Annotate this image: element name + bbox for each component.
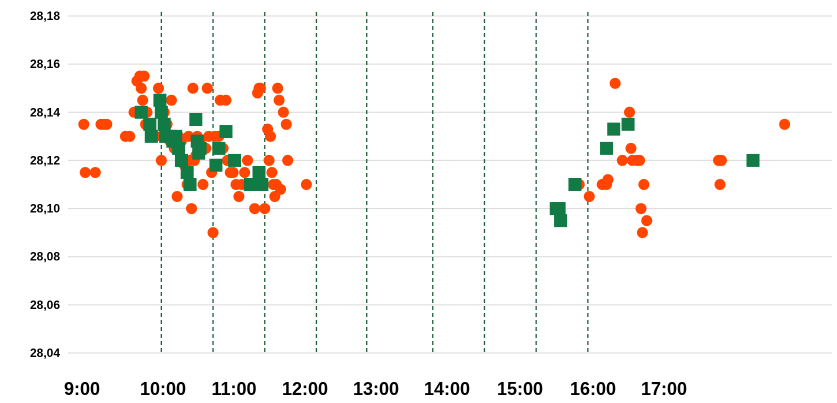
circle-marker	[624, 106, 636, 118]
x-tick-label: 14:00	[424, 379, 470, 399]
square-marker	[607, 122, 621, 136]
circle-marker	[137, 94, 149, 106]
square-marker	[144, 129, 158, 143]
x-tick-label: 13:00	[353, 379, 399, 399]
square-marker	[134, 105, 148, 119]
circle-marker	[638, 179, 650, 190]
circle-marker	[266, 166, 278, 178]
circle-marker	[609, 77, 621, 89]
circle-marker	[715, 154, 727, 166]
y-axis-ticks: 28,04 28,06 28,08 28,10 28,12 28,14 28,16 28,18	[30, 9, 60, 360]
circle-marker	[138, 70, 150, 82]
y-tick-label: 28,10	[30, 202, 60, 216]
data-points	[78, 70, 791, 239]
y-tick-label: 28,06	[30, 298, 60, 312]
y-tick-label: 28,14	[30, 105, 60, 119]
circle-marker	[187, 82, 199, 94]
circle-marker	[249, 203, 261, 215]
square-marker	[143, 117, 157, 131]
circle-marker	[89, 166, 101, 178]
circle-marker	[227, 166, 239, 178]
square-marker	[183, 178, 197, 191]
circle-marker	[155, 154, 167, 166]
circle-marker	[273, 94, 285, 106]
circle-marker	[165, 94, 177, 106]
circle-marker	[207, 227, 219, 239]
square-marker	[228, 153, 242, 167]
circle-marker	[233, 191, 245, 203]
x-tick-label: 12:00	[282, 379, 328, 399]
square-marker	[209, 158, 223, 172]
square-marker	[180, 165, 194, 179]
square-marker	[552, 202, 566, 216]
circle-marker	[186, 203, 198, 215]
x-tick-label: 17:00	[641, 379, 687, 399]
square-marker	[169, 129, 183, 143]
y-tick-label: 28,04	[30, 346, 60, 360]
circle-marker	[259, 203, 271, 215]
x-tick-label: 15:00	[497, 379, 543, 399]
y-tick-label: 28,16	[30, 57, 60, 71]
circle-marker	[78, 118, 90, 130]
square-marker	[243, 178, 257, 191]
circle-marker	[714, 179, 726, 190]
circle-marker	[634, 154, 646, 166]
circle-marker	[197, 179, 209, 190]
square-marker	[154, 105, 168, 119]
square-marker	[621, 117, 635, 131]
x-axis-ticks: 9:00 10:00 11:00 12:00 13:00 14:00 15:00 16:00 1…	[64, 379, 687, 399]
circle-marker	[616, 154, 628, 166]
square-marker	[172, 141, 186, 155]
circle-marker	[254, 82, 266, 94]
circle-marker	[635, 203, 647, 215]
square-marker	[212, 141, 226, 155]
circle-marker	[300, 179, 312, 190]
circle-marker	[272, 82, 284, 94]
y-tick-label: 28,08	[30, 250, 60, 264]
circle-marker	[101, 118, 113, 130]
square-marker	[568, 178, 582, 191]
circle-marker	[220, 94, 232, 106]
circle-marker	[264, 130, 276, 142]
circle-marker	[275, 183, 287, 195]
circle-marker	[135, 82, 147, 94]
circle-marker	[201, 82, 213, 94]
circle-marker	[171, 191, 183, 203]
circle-marker	[277, 106, 289, 118]
x-tick-label: 11:00	[211, 379, 256, 399]
circle-marker	[152, 82, 164, 94]
circle-marker	[242, 154, 254, 166]
square-marker	[746, 153, 760, 167]
square-marker	[600, 141, 614, 155]
circle-marker	[280, 118, 292, 130]
circle-marker	[79, 166, 91, 178]
y-tick-label: 28,18	[30, 9, 60, 23]
square-marker	[157, 117, 171, 131]
circle-marker	[239, 166, 251, 178]
square-marker	[153, 93, 167, 107]
circle-marker	[636, 227, 648, 239]
circle-marker	[602, 174, 614, 186]
circle-marker	[583, 191, 595, 203]
circle-marker	[263, 154, 275, 166]
square-marker	[174, 153, 188, 167]
circle-marker	[641, 215, 653, 227]
x-tick-label: 10:00	[140, 379, 186, 399]
square-marker	[219, 125, 233, 139]
square-marker	[252, 165, 266, 179]
circle-marker	[282, 154, 294, 166]
x-tick-label: 9:00	[64, 379, 100, 399]
circle-marker	[779, 118, 791, 130]
circle-marker	[124, 130, 136, 142]
circle-marker	[625, 142, 637, 154]
square-marker	[554, 214, 568, 228]
square-marker	[255, 178, 269, 191]
square-marker	[193, 141, 207, 155]
y-tick-label: 28,12	[30, 153, 60, 167]
hour-dividers	[160, 12, 589, 353]
square-marker	[189, 113, 203, 127]
x-tick-label: 16:00	[570, 379, 616, 399]
